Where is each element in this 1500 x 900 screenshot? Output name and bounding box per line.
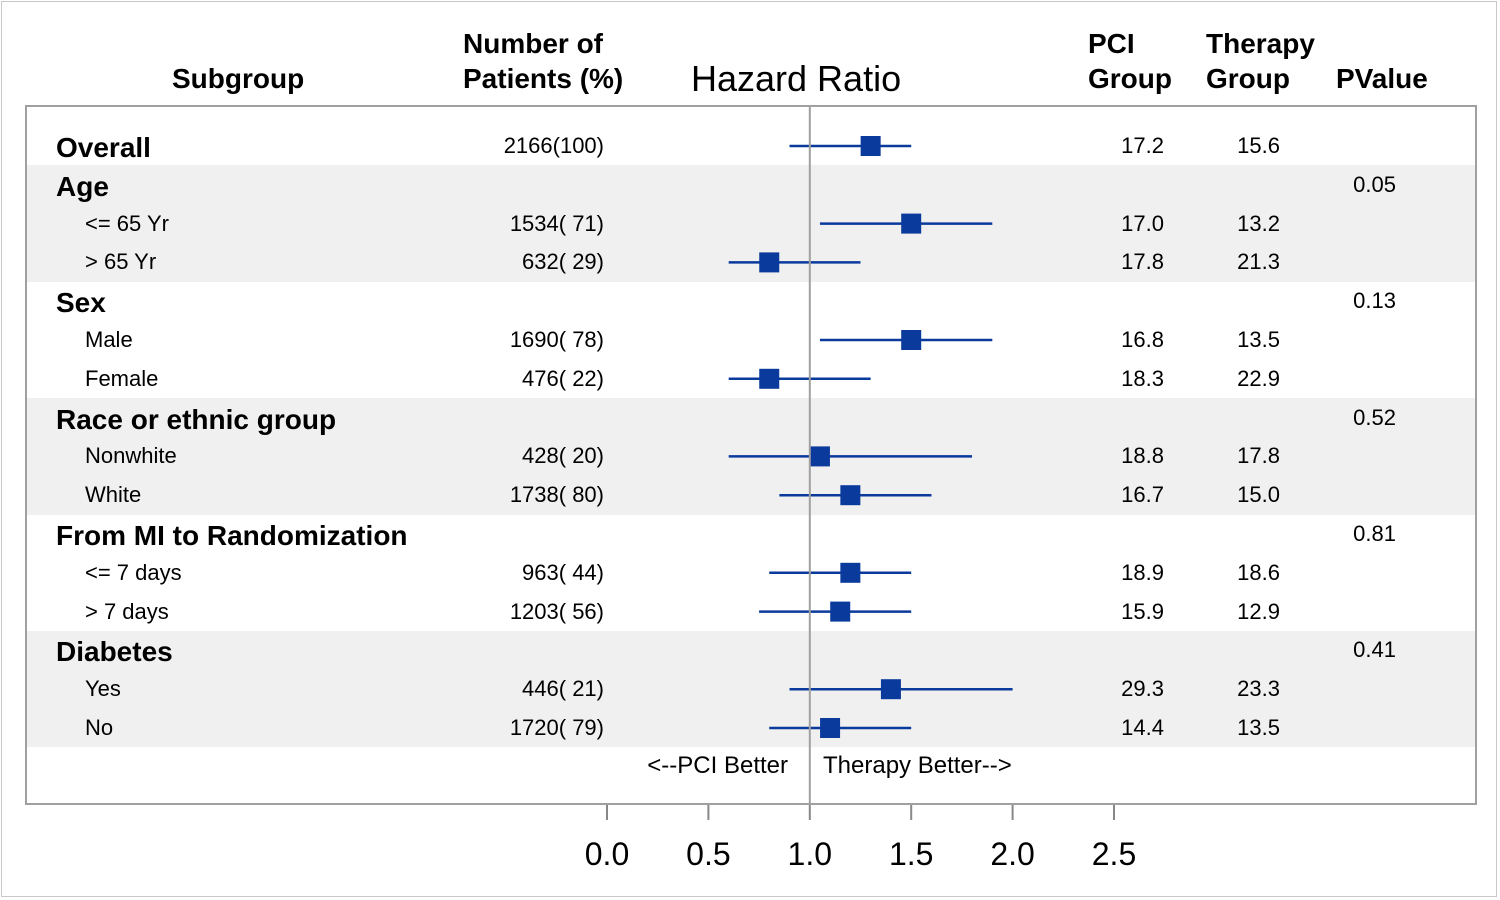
annotation-pci-better: <--PCI Better: [647, 752, 788, 779]
subgroup-sublabel: Yes: [85, 676, 121, 702]
header-patients-line1: Number of: [463, 28, 603, 59]
patients-count: 1738( 80): [509, 482, 604, 508]
therapy-group-value: 21.3: [1237, 249, 1280, 275]
hazard-ratio-marker: [759, 252, 780, 273]
hazard-ratio-marker: [880, 679, 901, 700]
pci-group-value: 18.9: [1121, 559, 1164, 585]
header-therapy-line2: Group: [1206, 63, 1290, 94]
therapy-group-value: 13.2: [1237, 210, 1280, 236]
pci-group-value: 15.9: [1121, 598, 1164, 624]
hazard-ratio-marker: [901, 330, 922, 350]
patients-count: 1534( 71): [509, 210, 604, 236]
subgroup-sublabel: > 7 days: [85, 598, 169, 624]
patients-count: 2166(100): [503, 133, 604, 158]
subgroup-sublabel: > 65 Yr: [85, 249, 157, 275]
annotation-therapy-better: Therapy Better-->: [823, 752, 1012, 779]
pci-group-value: 16.7: [1121, 482, 1164, 508]
plot-panel: [25, 105, 1477, 805]
pci-group-value: 29.3: [1121, 676, 1164, 702]
pci-group-value: 18.8: [1121, 443, 1164, 469]
pvalue: 0.13: [1353, 288, 1396, 314]
therapy-group-value: 13.5: [1237, 715, 1280, 740]
hazard-ratio-marker: [759, 368, 780, 389]
therapy-group-value: 18.6: [1237, 559, 1280, 585]
subgroup-sublabel: <= 7 days: [85, 559, 182, 585]
patients-count: 1203( 56): [509, 598, 604, 624]
patients-count: 446( 21): [522, 676, 604, 702]
subgroup-sublabel: Nonwhite: [85, 443, 177, 469]
header-pci-line2: Group: [1088, 63, 1172, 94]
x-axis-tick-label: 2.5: [1091, 836, 1137, 872]
therapy-group-value: 15.6: [1237, 133, 1280, 158]
hazard-ratio-marker: [830, 601, 851, 622]
hazard-ratio-marker: [860, 136, 881, 156]
pvalue: 0.81: [1353, 521, 1396, 546]
header-subgroup: Subgroup: [172, 63, 305, 94]
hazard-ratio-marker: [840, 562, 861, 583]
therapy-group-value: 13.5: [1237, 327, 1280, 352]
patients-count: 476( 22): [522, 365, 604, 391]
header-therapy-line1: Therapy: [1206, 28, 1315, 59]
x-axis-tick-label: 1.5: [888, 836, 934, 872]
header-pci-line1: PCI: [1088, 28, 1135, 59]
pvalue: 0.41: [1353, 637, 1396, 663]
patients-count: 963( 44): [522, 559, 604, 585]
header-patients-line2: Patients (%): [463, 63, 624, 94]
patients-count: 632( 29): [522, 249, 604, 275]
subgroup-label: Race or ethnic group: [56, 403, 337, 435]
x-axis-tick-label: 0.5: [686, 836, 731, 872]
hazard-ratio-marker: [820, 718, 841, 738]
therapy-group-value: 23.3: [1237, 676, 1280, 702]
pvalue: 0.52: [1353, 404, 1396, 430]
subgroup-sublabel: Male: [85, 327, 133, 352]
patients-count: 428( 20): [522, 443, 604, 469]
x-axis-tick-label: 2.0: [990, 836, 1035, 872]
subgroup-sublabel: <= 65 Yr: [85, 210, 169, 236]
row-band: [27, 631, 1475, 748]
therapy-group-value: 12.9: [1237, 598, 1280, 624]
pvalue: 0.05: [1353, 171, 1396, 197]
subgroup-label: Diabetes: [56, 636, 173, 668]
hazard-ratio-marker: [809, 446, 830, 467]
therapy-group-value: 22.9: [1237, 365, 1280, 391]
subgroup-label: Age: [56, 170, 109, 202]
hazard-ratio-marker: [901, 213, 922, 234]
header-pvalue: PValue: [1336, 63, 1428, 94]
subgroup-sublabel: Female: [85, 365, 159, 391]
subgroup-label: Overall: [56, 132, 151, 163]
therapy-group-value: 17.8: [1237, 443, 1280, 469]
pci-group-value: 17.8: [1121, 249, 1164, 275]
x-axis-tick-label: 0.0: [584, 836, 630, 872]
pci-group-value: 17.2: [1121, 133, 1164, 158]
subgroup-label: From MI to Randomization: [56, 520, 408, 551]
pci-group-value: 17.0: [1121, 210, 1164, 236]
subgroup-sublabel: No: [85, 715, 114, 740]
subgroup-label: Sex: [56, 287, 106, 319]
therapy-group-value: 15.0: [1237, 482, 1280, 508]
x-axis-tick-label: 1.0: [787, 836, 833, 872]
subgroup-sublabel: White: [85, 482, 142, 508]
header-hazard-ratio: Hazard Ratio: [691, 58, 902, 99]
patients-count: 1690( 78): [509, 327, 604, 352]
pci-group-value: 18.3: [1121, 365, 1164, 391]
patients-count: 1720( 79): [509, 715, 604, 740]
pci-group-value: 16.8: [1121, 327, 1164, 352]
pci-group-value: 14.4: [1121, 715, 1164, 740]
hazard-ratio-marker: [840, 485, 861, 506]
